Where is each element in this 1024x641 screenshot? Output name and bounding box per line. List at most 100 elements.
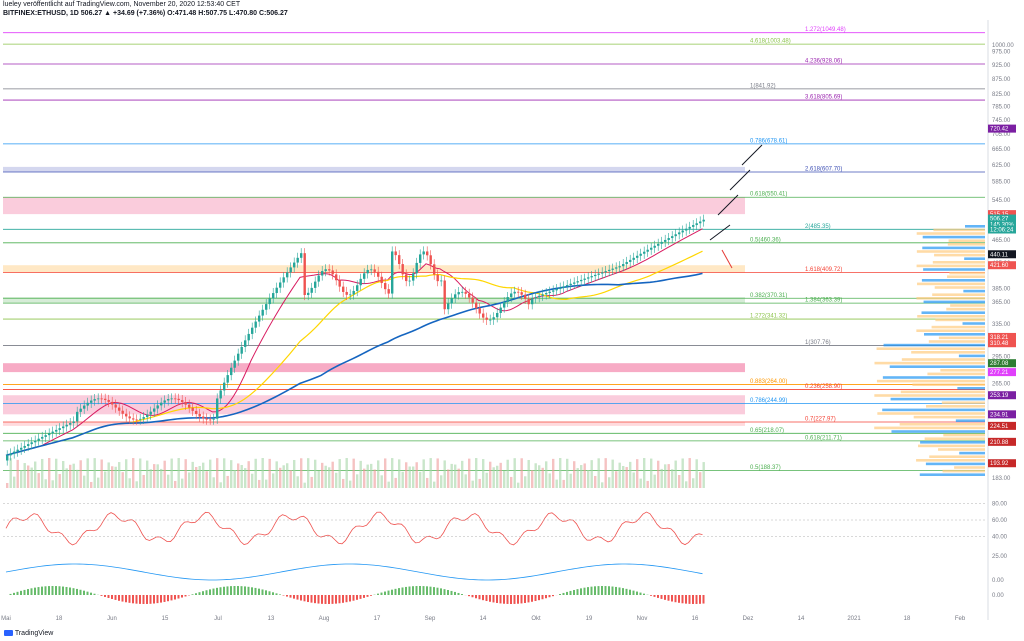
ao-bar: [503, 595, 505, 604]
ao-bar: [643, 593, 645, 595]
time-label-15: 14: [798, 616, 805, 622]
ao-bar: [121, 595, 124, 602]
ao-bar: [702, 595, 705, 604]
ao-bar: [198, 592, 201, 595]
volume-bar: [503, 470, 506, 488]
ao-bar: [660, 595, 663, 599]
volume-bar: [590, 460, 593, 488]
candle-body: [478, 308, 481, 314]
ao-bar: [65, 586, 68, 595]
price-tick-15: 385.00: [992, 286, 1011, 292]
ao-bar: [485, 595, 488, 602]
price-tick-17: 335.00: [992, 322, 1011, 328]
ao-bar: [457, 592, 460, 595]
candle-body: [51, 431, 54, 434]
price-tick-19: 265.00: [992, 382, 1011, 388]
candle-body: [23, 445, 26, 448]
rsi-tick-1: 60.00: [992, 518, 1008, 524]
volume-profile-bar: [946, 307, 985, 311]
volume-bar: [258, 479, 261, 488]
volume-bar: [335, 472, 338, 488]
ao-bar: [541, 595, 544, 600]
volume-bar: [534, 463, 537, 488]
price-tick-3: 875.00: [992, 77, 1011, 83]
candle-body: [34, 440, 37, 443]
candle-body: [349, 294, 352, 296]
fib-label-14: 1(307.76): [805, 340, 831, 346]
ao-bar: [538, 595, 540, 601]
volume-bar: [310, 476, 313, 488]
price-tag-2: 145.30%: [990, 222, 1014, 228]
candle-body: [310, 287, 313, 293]
volume-profile-bar: [921, 311, 985, 314]
candle-body: [293, 262, 296, 268]
volume-profile-bar: [954, 466, 985, 469]
ao-bar: [184, 595, 187, 597]
candle-body: [415, 262, 418, 274]
volume-bar: [541, 467, 544, 488]
candle-body: [167, 399, 170, 401]
candle-body: [20, 447, 23, 450]
volume-bar: [667, 464, 670, 488]
volume-profile-bar: [949, 271, 985, 275]
candle-body: [335, 274, 338, 281]
ao-bar: [342, 595, 344, 603]
ao-bar: [307, 595, 309, 603]
candle-body: [657, 243, 660, 246]
ao-bar: [296, 595, 299, 600]
candle-body: [359, 278, 362, 286]
volume-bar: [279, 467, 282, 488]
volume-profile-bar: [883, 343, 985, 347]
volume-bar: [615, 471, 618, 488]
candle-body: [223, 382, 226, 391]
ao-bar: [380, 592, 383, 595]
volume-bar: [125, 459, 128, 488]
ao-bar: [27, 589, 29, 595]
volume-bar: [520, 458, 523, 488]
ao-bar: [156, 595, 159, 604]
candle-body: [534, 297, 537, 299]
ao-bar: [566, 591, 568, 595]
candle-body: [90, 400, 93, 403]
volume-bar: [363, 468, 366, 488]
volume-profile-bar: [927, 372, 985, 376]
projection-arrow-0: [709, 224, 731, 241]
volume-profile-bar: [959, 451, 985, 455]
ao-bar: [622, 588, 624, 595]
volume-bar: [317, 470, 320, 488]
candle-body: [632, 257, 635, 260]
volume-bar: [545, 461, 548, 488]
volume-bar: [6, 483, 9, 488]
ao-bar: [205, 590, 208, 595]
ao-bar: [230, 586, 232, 595]
volume-bar: [114, 466, 117, 488]
candle-body: [636, 255, 639, 258]
fib-label-15: 0.883(264.00): [750, 379, 787, 385]
candle-body: [646, 249, 649, 252]
volume-bar: [447, 469, 450, 488]
candle-body: [660, 241, 663, 244]
ao-bar: [611, 586, 614, 595]
candle-body: [471, 297, 474, 303]
ao-bar: [114, 595, 117, 600]
candle-body: [160, 402, 163, 406]
candle-body: [566, 285, 569, 287]
candle-body: [394, 251, 397, 256]
price-tag-10: 277.21: [990, 370, 1009, 376]
ao-bar: [524, 595, 526, 603]
ao-bar: [450, 590, 453, 595]
ao-bar: [93, 593, 96, 595]
ao-bar: [461, 594, 463, 595]
volume-profile-bar: [921, 279, 985, 282]
price-tag-bg-6: [988, 261, 1016, 270]
time-label-13: 16: [692, 616, 699, 622]
time-label-5: 13: [268, 616, 275, 622]
candle-body: [702, 219, 705, 222]
ao-bar: [674, 595, 677, 603]
volume-profile-bar: [928, 340, 985, 343]
volume-bar: [9, 458, 12, 488]
time-label-1: 18: [56, 616, 63, 622]
macd-line: [5, 563, 703, 581]
ao-bar: [153, 595, 155, 604]
